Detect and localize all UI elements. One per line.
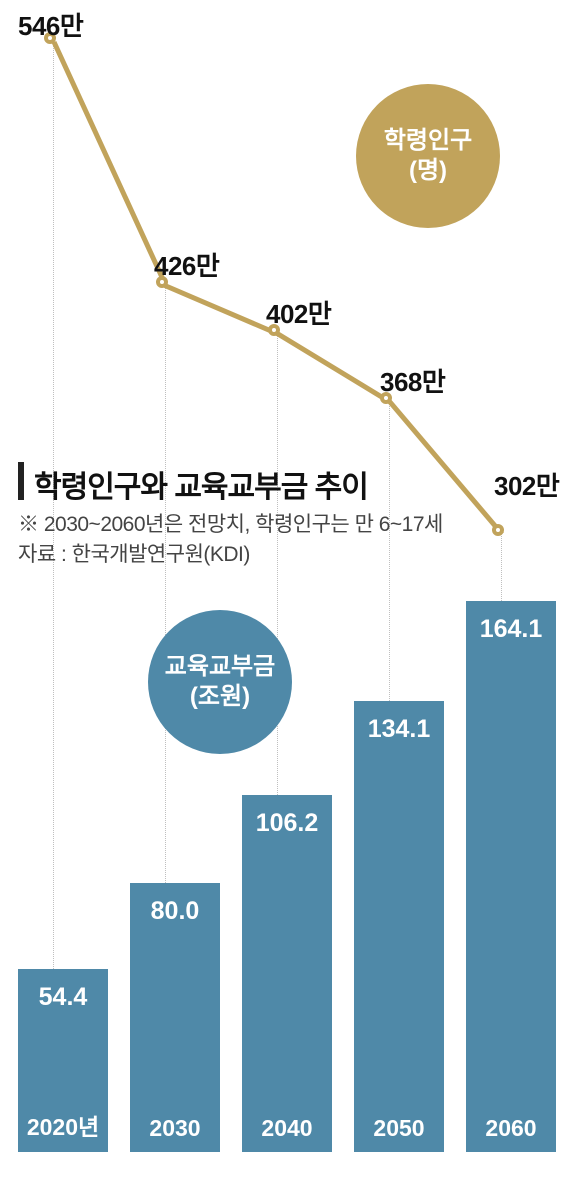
bar-value-label: 164.1 (466, 615, 556, 644)
chart-title: 학령인구와 교육교부금 추이 (34, 462, 368, 506)
bar-value-label: 54.4 (18, 983, 108, 1012)
bar-year-label: 2060 (466, 1115, 556, 1142)
bar-value-label: 106.2 (242, 809, 332, 838)
legend-grant-name: 교육교부금 (165, 653, 275, 680)
guide-line (389, 402, 390, 701)
line-value-label: 368만 (380, 362, 445, 399)
bar-2030: 80.0 2030 (130, 883, 220, 1152)
legend-population-unit: 명 (417, 157, 439, 184)
bar-2050: 134.1 2050 (354, 701, 444, 1152)
chart-source: 자료 : 한국개발연구원(KDI) (18, 538, 250, 568)
bar-2020년: 54.4 2020년 (18, 969, 108, 1152)
bar-2040: 106.2 2040 (242, 795, 332, 1152)
bar-value-label: 80.0 (130, 897, 220, 926)
legend-population: 학령인구 (명) (356, 84, 500, 228)
title-accent-bar (18, 462, 24, 500)
line-value-label: 402만 (266, 294, 331, 331)
guide-line (501, 534, 502, 601)
chart-subtitle: ※ 2030~2060년은 전망치, 학령인구는 만 6~17세 (18, 508, 443, 538)
legend-grant: 교육교부금 (조원) (148, 610, 292, 754)
line-value-label: 302만 (494, 466, 559, 503)
line-value-label: 546만 (18, 6, 83, 43)
legend-population-name: 학령인구 (384, 127, 472, 154)
bar-year-label: 2040 (242, 1115, 332, 1142)
bar-year-label: 2030 (130, 1115, 220, 1142)
guide-line (165, 286, 166, 883)
guide-line (277, 334, 278, 795)
chart-container: 54.4 2020년 80.0 2030 106.2 2040 134.1 2050 164.1… (0, 0, 570, 1198)
bar-year-label: 2050 (354, 1115, 444, 1142)
bar-value-label: 134.1 (354, 715, 444, 744)
line-value-label: 426만 (154, 246, 219, 283)
line-point-2060 (492, 524, 504, 536)
bar-2060: 164.1 2060 (466, 601, 556, 1152)
bar-year-label: 2020년 (18, 1108, 108, 1142)
legend-grant-unit: 조원 (198, 683, 242, 710)
